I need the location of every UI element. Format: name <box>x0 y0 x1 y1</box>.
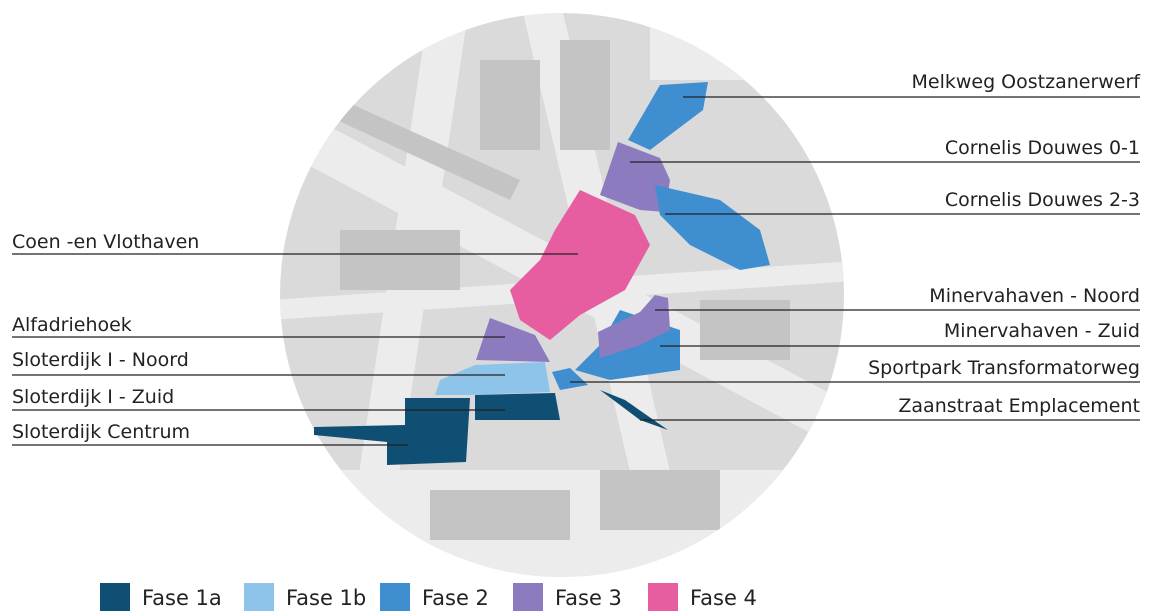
area-label: Sloterdijk Centrum <box>12 421 190 443</box>
area-sloterdijk-zuid <box>475 393 560 420</box>
legend-swatch <box>380 583 410 611</box>
area-label: Alfadriehoek <box>12 314 132 336</box>
area-label: Minervahaven - Noord <box>929 285 1140 307</box>
legend-label: Fase 1a <box>142 586 222 610</box>
legend-swatch <box>244 583 274 611</box>
area-label: Cornelis Douwes 2-3 <box>945 189 1140 211</box>
legend: Fase 1a Fase 1b Fase 2 Fase 3 Fase 4 <box>100 583 757 611</box>
legend-label: Fase 2 <box>422 586 489 610</box>
area-label: Cornelis Douwes 0-1 <box>945 137 1140 159</box>
area-label: Sloterdijk I - Noord <box>12 349 189 371</box>
legend-swatch <box>513 583 543 611</box>
legend-label: Fase 4 <box>690 586 757 610</box>
page: {"labels": ["Coen -en Vlothaven", "Alfad… <box>0 0 1157 612</box>
area-label: Sloterdijk I - Zuid <box>12 386 174 408</box>
area-label: Coen -en Vlothaven <box>12 231 199 253</box>
map-figure: Coen -en Vlothaven Alfadriehoek Sloterdijk… <box>0 0 1157 612</box>
legend-label: Fase 1b <box>286 586 366 610</box>
legend-label: Fase 3 <box>555 586 622 610</box>
area-label: Minervahaven - Zuid <box>944 320 1140 342</box>
area-label: Zaanstraat Emplacement <box>898 395 1140 417</box>
legend-swatch <box>648 583 678 611</box>
legend-swatch <box>100 583 130 611</box>
area-label: Sportpark Transformatorweg <box>868 357 1140 379</box>
area-label: Melkweg Oostzanerwerf <box>911 71 1141 93</box>
